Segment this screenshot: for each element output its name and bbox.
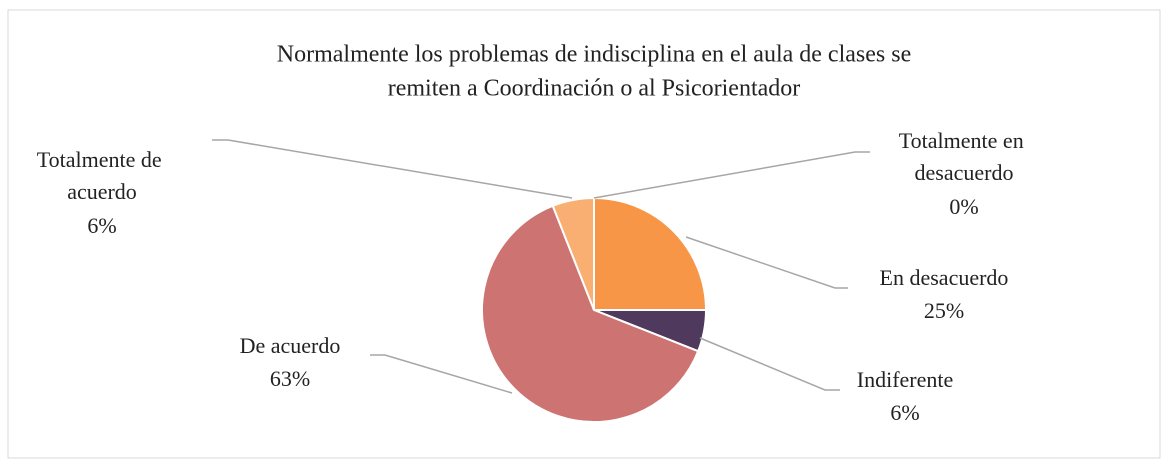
leader-line [685, 236, 848, 289]
value-label: 6% [87, 213, 116, 238]
leader-line [370, 354, 513, 394]
label-line: acuerdo [67, 179, 137, 204]
label-line: Totalmente de [37, 147, 167, 172]
chart-title: remiten a Coordinación o al Psicorientad… [388, 76, 801, 102]
pie-slice [551, 196, 595, 311]
pie-slice [593, 196, 708, 311]
label-line: desacuerdo [915, 160, 1014, 185]
value-label: 63% [270, 366, 310, 391]
leader-line [593, 151, 870, 199]
slice-label: De acuerdo [240, 333, 341, 358]
slice-label: En desacuerdo [880, 265, 1009, 290]
value-label: 25% [924, 298, 964, 323]
pie-slice [481, 204, 700, 423]
leader-line [212, 139, 573, 199]
slice-label: Totalmente de acuerdo [37, 147, 167, 204]
value-label: 0% [949, 194, 978, 219]
slice-label: Indiferente [857, 367, 954, 392]
slice-label: Totalmente en desacuerdo [899, 128, 1029, 185]
label-line: Totalmente en [899, 128, 1029, 153]
leader-line [699, 337, 840, 391]
chart-title: Normalmente los problemas de indisciplin… [277, 42, 911, 68]
value-label: 6% [890, 400, 919, 425]
